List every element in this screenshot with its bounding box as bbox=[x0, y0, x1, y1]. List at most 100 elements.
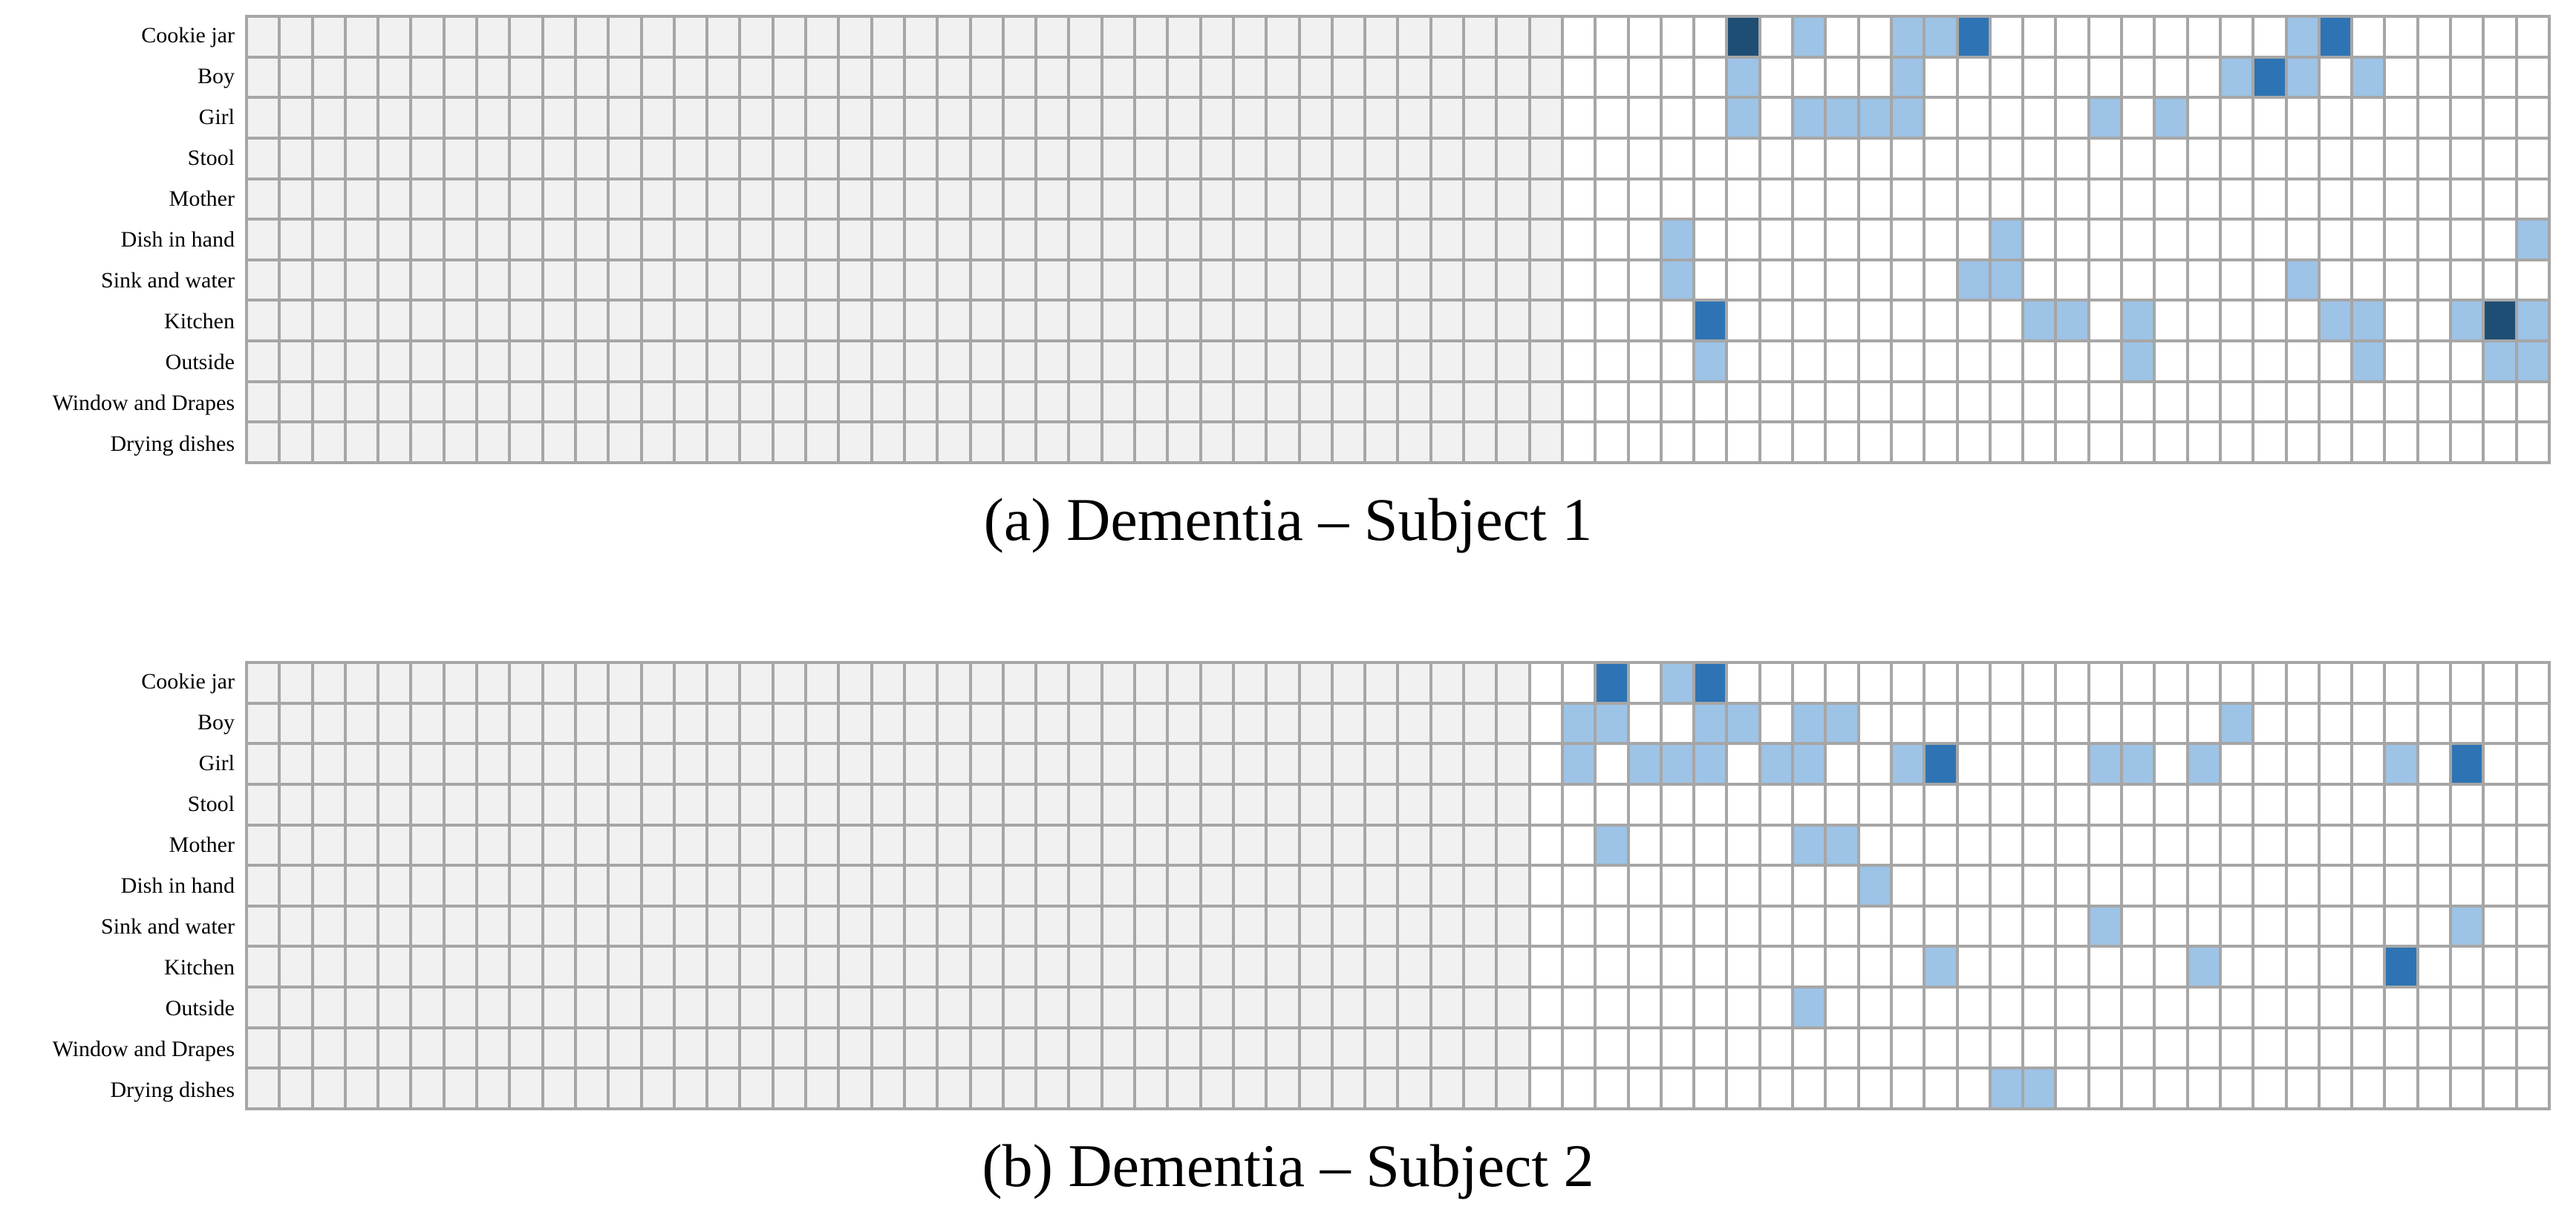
heatmap-cell bbox=[2057, 989, 2087, 1026]
heatmap-cell bbox=[2254, 826, 2285, 864]
heatmap-cell bbox=[1103, 99, 1134, 137]
heatmap-cell bbox=[1465, 342, 1496, 380]
heatmap-cell bbox=[2485, 826, 2515, 864]
heatmap-cell bbox=[281, 1029, 311, 1067]
heatmap-cell bbox=[774, 382, 805, 421]
heatmap-cell bbox=[1004, 948, 1035, 986]
heatmap-cell bbox=[2123, 826, 2153, 864]
heatmap-cell bbox=[2156, 99, 2186, 137]
heatmap-cell bbox=[1234, 18, 1265, 56]
heatmap-cell bbox=[2386, 18, 2416, 56]
heatmap-cell bbox=[1234, 989, 1265, 1026]
heatmap-cell bbox=[1333, 180, 1364, 218]
heatmap-cell bbox=[412, 704, 443, 743]
heatmap-cell bbox=[905, 58, 936, 97]
heatmap-cell bbox=[675, 99, 706, 137]
heatmap-cell bbox=[1859, 785, 1890, 824]
heatmap-cell bbox=[1268, 664, 1298, 702]
heatmap-cell bbox=[1794, 139, 1825, 178]
heatmap-cell bbox=[1169, 180, 1199, 218]
heatmap-cell bbox=[2320, 704, 2351, 743]
heatmap-cell bbox=[1399, 826, 1429, 864]
heatmap-cell bbox=[1201, 704, 1232, 743]
heatmap-cell bbox=[445, 745, 476, 783]
heatmap-cell bbox=[741, 18, 772, 56]
heatmap-cell bbox=[313, 139, 344, 178]
heatmap-cell bbox=[1563, 1029, 1594, 1067]
heatmap-cell bbox=[1366, 18, 1397, 56]
heatmap-cell bbox=[1234, 342, 1265, 380]
heatmap-cell bbox=[511, 423, 541, 461]
heatmap-cell bbox=[905, 745, 936, 783]
heatmap-cell bbox=[1300, 989, 1331, 1026]
heatmap-cell bbox=[281, 948, 311, 986]
heatmap-cell bbox=[412, 907, 443, 945]
heatmap-cell bbox=[1300, 1029, 1331, 1067]
heatmap-cell bbox=[1794, 745, 1825, 783]
heatmap-cell bbox=[1597, 907, 1627, 945]
heatmap-cell bbox=[2057, 907, 2087, 945]
heatmap-cell bbox=[971, 261, 1002, 299]
heatmap-cell bbox=[2024, 423, 2055, 461]
heatmap-cell bbox=[2123, 99, 2153, 137]
heatmap-cell bbox=[642, 180, 673, 218]
row-label: Outside bbox=[165, 350, 235, 374]
heatmap-cell bbox=[2024, 745, 2055, 783]
heatmap-cell bbox=[2419, 180, 2450, 218]
heatmap-cell bbox=[2419, 867, 2450, 905]
heatmap-cell bbox=[2452, 221, 2482, 258]
heatmap-cell bbox=[1037, 302, 1068, 340]
heatmap-cell bbox=[1991, 180, 2022, 218]
heatmap-cell bbox=[2452, 423, 2482, 461]
heatmap-cell bbox=[2287, 1069, 2318, 1107]
heatmap-cell bbox=[1498, 826, 1528, 864]
heatmap-cell bbox=[445, 261, 476, 299]
heatmap-cell bbox=[1794, 221, 1825, 258]
heatmap-cell bbox=[840, 989, 870, 1026]
heatmap-cell bbox=[1333, 221, 1364, 258]
heatmap-cell bbox=[971, 989, 1002, 1026]
heatmap-cell bbox=[2353, 704, 2384, 743]
heatmap-cell bbox=[2024, 261, 2055, 299]
heatmap-cell bbox=[1169, 1029, 1199, 1067]
heatmap-cell bbox=[2188, 58, 2219, 97]
heatmap-cell bbox=[313, 704, 344, 743]
heatmap-cell bbox=[1662, 1069, 1693, 1107]
heatmap-cell bbox=[2123, 302, 2153, 340]
heatmap-cell bbox=[642, 948, 673, 986]
heatmap-cell bbox=[1530, 18, 1561, 56]
heatmap-cell bbox=[1333, 342, 1364, 380]
heatmap-cell bbox=[1103, 1029, 1134, 1067]
heatmap-cell bbox=[1333, 907, 1364, 945]
heatmap-cell bbox=[873, 704, 903, 743]
heatmap-cell bbox=[774, 139, 805, 178]
heatmap-cell bbox=[2188, 785, 2219, 824]
heatmap-cell bbox=[708, 302, 739, 340]
heatmap-cell bbox=[807, 58, 838, 97]
heatmap-cell bbox=[2517, 221, 2548, 258]
heatmap-cell bbox=[2419, 58, 2450, 97]
heatmap-cell bbox=[1530, 1029, 1561, 1067]
heatmap-cell bbox=[1794, 180, 1825, 218]
heatmap-cell bbox=[1761, 989, 1792, 1026]
heatmap-cell bbox=[1103, 785, 1134, 824]
heatmap-cell bbox=[1037, 382, 1068, 421]
heatmap-cell bbox=[1530, 423, 1561, 461]
heatmap-cell bbox=[281, 261, 311, 299]
heatmap-cell bbox=[1333, 948, 1364, 986]
heatmap-cell bbox=[1958, 302, 1989, 340]
heatmap-cell bbox=[1859, 745, 1890, 783]
heatmap-cell bbox=[1498, 664, 1528, 702]
heatmap-cell bbox=[2156, 1029, 2186, 1067]
heatmap-cell bbox=[1070, 180, 1100, 218]
heatmap-cell bbox=[2090, 180, 2121, 218]
heatmap-cell bbox=[346, 867, 377, 905]
heatmap-cell bbox=[905, 907, 936, 945]
heatmap-cell bbox=[1432, 382, 1463, 421]
heatmap-cell bbox=[2123, 423, 2153, 461]
heatmap-cell bbox=[2452, 99, 2482, 137]
heatmap-cell bbox=[281, 58, 311, 97]
heatmap-cell bbox=[873, 221, 903, 258]
heatmap-cell bbox=[1794, 302, 1825, 340]
heatmap-cell bbox=[1728, 342, 1758, 380]
